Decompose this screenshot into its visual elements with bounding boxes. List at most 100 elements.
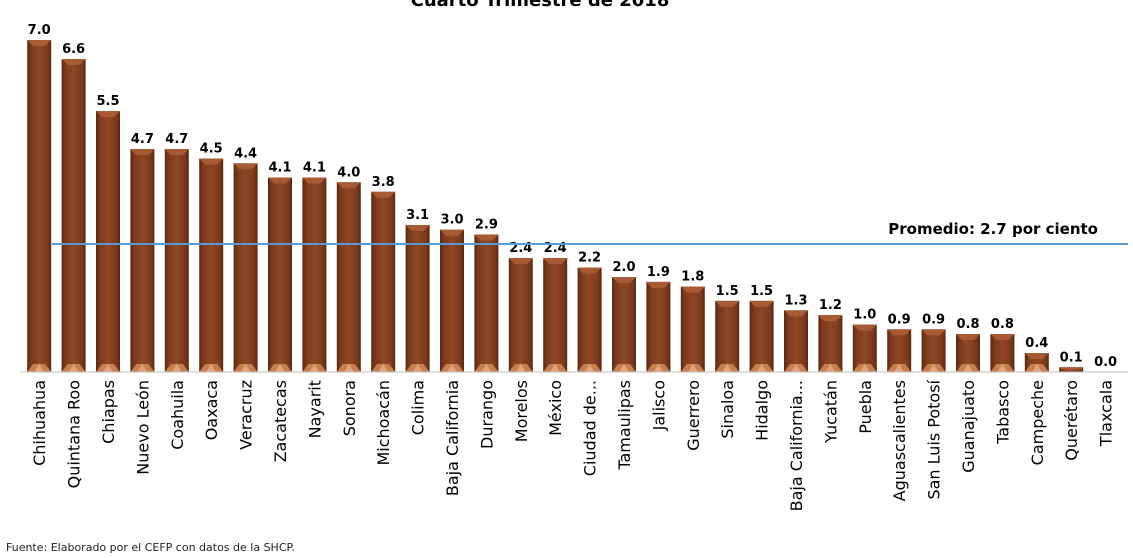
bar-value-label: 0.8 (991, 317, 1014, 332)
bar-bottom-accent (68, 364, 79, 372)
category-label: Chiapas (99, 380, 118, 444)
bar-top-bevel (27, 40, 52, 46)
bar-value-label: 3.8 (372, 175, 395, 190)
bar-value-label: 2.9 (475, 217, 498, 232)
bar (233, 163, 258, 372)
bar (405, 224, 430, 372)
average-label: Promedio: 2.7 por ciento (888, 220, 1098, 238)
category-label: Sinaloa (718, 380, 737, 439)
bar-value-label: 0.8 (956, 317, 979, 332)
bar-value-label: 4.4 (234, 146, 257, 161)
bar-top-bevel (990, 334, 1015, 341)
category-label: Colima (409, 380, 428, 435)
bar-bottom-accent (34, 364, 45, 372)
bar-value-label: 3.0 (440, 213, 463, 228)
bar-bottom-accent (275, 364, 285, 372)
bar-top-bevel (1059, 367, 1084, 370)
category-label: Guanajuato (959, 380, 978, 473)
bar-value-label: 1.5 (750, 284, 773, 299)
chart-title: Cuarto Trimestre de 2018 (411, 0, 670, 11)
bar-value-label: 1.0 (853, 308, 876, 323)
bar (96, 111, 120, 373)
bar-value-label: 1.9 (647, 265, 670, 280)
bar-bottom-accent (722, 364, 733, 372)
bar-top-bevel (612, 277, 636, 284)
category-label: Baja California (443, 380, 462, 496)
bar-value-label: 0.4 (1025, 336, 1048, 351)
category-label: Guerrero (684, 380, 703, 451)
bar-group: 4.1 Nayarit (302, 161, 327, 438)
bar-group: 1.2 Yucatán (818, 298, 843, 444)
bar-group: 2.9 Durango (474, 217, 499, 449)
category-label: Querétaro (1062, 380, 1081, 461)
category-label: Tamaulipas (615, 380, 634, 471)
bar-bottom-accent (687, 364, 698, 372)
bar-bottom-accent (103, 364, 113, 372)
bar-bottom-accent (859, 364, 870, 372)
bar-bottom-accent (550, 364, 561, 372)
category-label: Aguascalientes (890, 380, 909, 501)
category-label: Veracruz (237, 380, 256, 450)
bar-value-label: 4.5 (200, 142, 223, 157)
bar-value-label: 1.5 (716, 284, 739, 299)
category-label: Sonora (340, 380, 359, 436)
bar-group: 1.5 Hidalgo (749, 284, 774, 441)
bar-bottom-accent (171, 364, 182, 372)
bar-value-label: 0.9 (888, 312, 911, 327)
bar-top-bevel (852, 324, 877, 331)
category-label: Jalisco (649, 380, 668, 431)
bar (749, 300, 774, 372)
bar-value-label: 4.1 (268, 161, 291, 176)
bar (371, 191, 396, 372)
bar-top-bevel (956, 334, 980, 341)
category-label: Nayarit (305, 380, 324, 438)
bar-top-bevel (440, 229, 464, 236)
bar-bottom-accent (481, 364, 492, 372)
bar-group: 4.7 Coahuila (164, 132, 189, 450)
bar-group: 3.1 Colima (405, 208, 430, 435)
bar-group: 1.3 Baja California... (784, 293, 808, 511)
bar-group: 0.4 Campeche (1024, 336, 1049, 465)
bar-top-bevel (887, 329, 912, 336)
bar-bottom-accent (928, 364, 939, 372)
bar-bottom-accent (309, 364, 320, 372)
bar-top-bevel (784, 310, 808, 317)
bar-group: 4.1 Zacatecas (268, 161, 292, 462)
bar (784, 310, 808, 372)
category-label: Quintana Roo (65, 380, 84, 488)
bar-bottom-accent (412, 364, 423, 372)
bar-top-bevel (302, 177, 327, 184)
bar-group: 0.9 Aguascalientes (887, 312, 912, 501)
bar-top-bevel (508, 258, 533, 265)
bar-group: 0.9 San Luis Potosí (921, 312, 946, 500)
category-label: Durango (477, 380, 496, 449)
bar-top-bevel (96, 111, 120, 118)
bar-bottom-accent (756, 364, 767, 372)
bar (646, 281, 671, 372)
bar-value-label: 7.0 (28, 23, 51, 38)
bar-group: 1.0 Puebla (852, 308, 877, 434)
category-label: Tlaxcala (1097, 380, 1116, 447)
category-label: Hidalgo (753, 380, 772, 441)
bar (268, 177, 292, 372)
bar-value-label: 4.1 (303, 161, 326, 176)
bar (61, 58, 86, 372)
bar (715, 300, 740, 372)
bar (474, 234, 499, 372)
bar-bottom-accent (343, 364, 354, 372)
bar-group: 1.9 Jalisco (646, 265, 671, 431)
bar-bottom-accent (997, 364, 1008, 372)
bar-top-bevel (268, 177, 292, 184)
bar-value-label: 1.8 (681, 270, 704, 285)
bar-group: 6.6 Quintana Roo (61, 42, 86, 488)
bar (508, 258, 533, 372)
bar-group: 3.8 Michoacán (371, 175, 396, 466)
category-label: San Luis Potosí (925, 379, 944, 499)
bar-group: 5.5 Chiapas (96, 94, 120, 444)
category-label: Morelos (512, 380, 531, 442)
bar-top-bevel (543, 258, 568, 265)
bar-group: 7.0 Chihuahua (27, 23, 52, 466)
category-label: Coahuila (168, 380, 187, 450)
bars-layer: 7.0 Chihuahua 6.6 Quintana Roo 5.5 Chiapas 4.7… (27, 23, 1117, 511)
